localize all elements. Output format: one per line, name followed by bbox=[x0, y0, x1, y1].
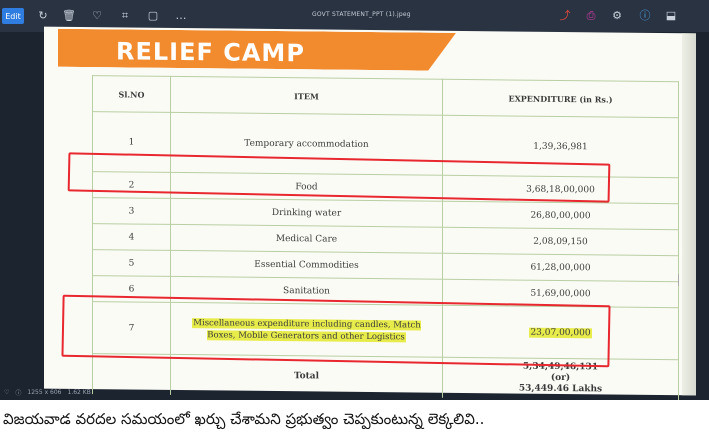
heart-icon[interactable]: ♡ bbox=[4, 388, 10, 396]
print-icon[interactable]: ⎙ bbox=[586, 9, 596, 22]
slide-edge bbox=[682, 33, 696, 396]
cell-expenditure: 26,80,00,000 bbox=[442, 201, 679, 230]
status-dimensions: 1255 x 606 bbox=[27, 388, 62, 396]
header-item: ITEM bbox=[170, 76, 443, 116]
delete-icon[interactable]: 🗑 bbox=[62, 9, 76, 22]
cell-sl: 4 bbox=[92, 223, 171, 251]
mouse-cursor-icon bbox=[678, 274, 686, 286]
title-banner: RELIEF CAMP EXPENDITURE bbox=[58, 29, 456, 71]
status-size: 1.62 KB bbox=[67, 388, 91, 396]
caption-text: విజయవాడ వరదల సమయంలో ఖర్చు చేశామని ప్రభుత… bbox=[0, 400, 709, 441]
more-icon[interactable]: … bbox=[175, 9, 187, 22]
cell-expenditure: 61,28,00,000 bbox=[442, 253, 679, 282]
info-icon[interactable]: ⓘ bbox=[639, 9, 651, 22]
favorite-icon[interactable]: ♡ bbox=[92, 9, 102, 22]
fit-icon[interactable]: ▢ bbox=[147, 9, 159, 22]
header-expenditure: EXPENDITURE (in Rs.) bbox=[442, 79, 679, 118]
cell-sl: 5 bbox=[92, 249, 171, 277]
cell-item: Medical Care bbox=[170, 224, 443, 254]
viewer-statusbar: ♡ ⓘ 1255 x 606 1.62 KB bbox=[0, 384, 200, 400]
window-icon[interactable]: ⬓ bbox=[665, 9, 677, 22]
cell-expenditure: 2,08,09,150 bbox=[442, 227, 679, 256]
share-icon[interactable]: ⤴ bbox=[559, 9, 571, 22]
crop-icon[interactable]: ⌗ bbox=[121, 9, 129, 22]
edit-button[interactable]: Edit bbox=[2, 8, 24, 24]
info-status-icon[interactable]: ⓘ bbox=[15, 389, 22, 397]
total-lakhs: 53,449.46 Lakhs bbox=[518, 383, 603, 395]
misc-annotation-box bbox=[61, 294, 611, 368]
cell-item: Essential Commodities bbox=[170, 250, 443, 280]
header-sl-no: Sl.NO bbox=[92, 75, 171, 113]
rotate-icon[interactable]: ↻ bbox=[38, 9, 48, 22]
file-title: GOVT STATEMENT_PPT (1).jpeg bbox=[312, 11, 411, 18]
photo-viewer-window: Edit ↻ 🗑 ♡ ⌗ ▢ … GOVT STATEMENT_PPT (1).… bbox=[0, 0, 709, 400]
cell-item: Drinking water bbox=[170, 198, 443, 228]
cell-sl: 3 bbox=[92, 197, 171, 225]
settings-icon[interactable]: ⚙ bbox=[612, 9, 622, 22]
table-header-row: Sl.NO ITEM EXPENDITURE (in Rs.) bbox=[92, 75, 679, 118]
